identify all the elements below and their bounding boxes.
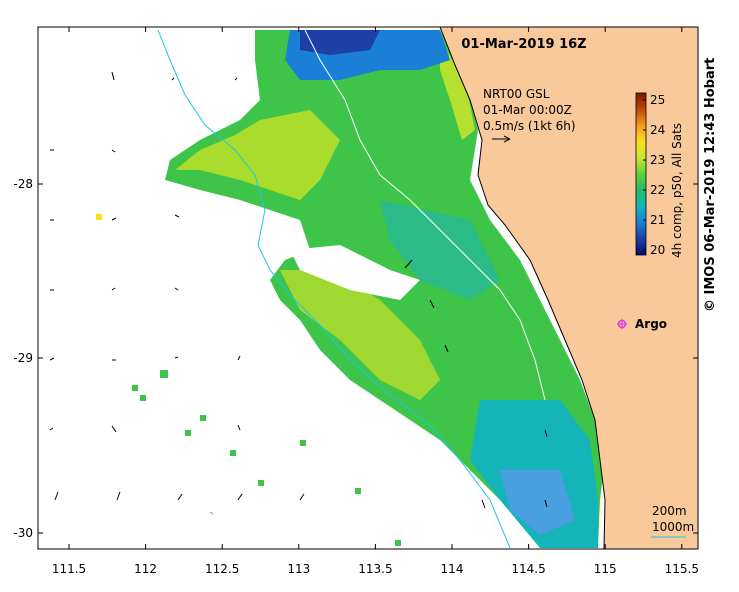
current-vector	[237, 355, 241, 361]
current-vector	[111, 71, 115, 81]
sst-pixel	[140, 395, 146, 401]
sst-region-mid	[380, 200, 500, 300]
current-vector	[177, 493, 183, 501]
sst-pixel	[258, 480, 264, 486]
current-vector	[237, 424, 241, 431]
current-vector	[174, 356, 179, 359]
argo-label: Argo	[635, 317, 667, 331]
colorbar	[635, 92, 647, 256]
current-vector	[174, 214, 180, 218]
x-tick-label: 115.5	[665, 562, 699, 576]
plot-frame	[37, 26, 699, 550]
sst-region-cooler-south	[500, 470, 575, 535]
cloud-gap	[290, 245, 420, 300]
map-title: 01-Mar-2019 16Z	[461, 37, 586, 52]
sst-pixel	[96, 214, 102, 220]
colorbar-tick-label: 20	[650, 243, 665, 257]
credit-text: © IMOS 06-Mar-2019 12:43 Hobart	[703, 57, 718, 312]
sst-pixel	[160, 370, 168, 378]
current-vector	[111, 287, 116, 291]
sst-field	[96, 30, 605, 548]
x-tick-label: 114.5	[511, 562, 545, 576]
y-axis: -28 -29 -30	[13, 177, 698, 540]
current-vector	[49, 427, 54, 431]
current-vector	[209, 511, 214, 515]
sst-pixel	[230, 450, 236, 456]
land-area	[439, 27, 698, 549]
colorbar-ticks: 25 24 23 22 21 20	[643, 93, 665, 257]
y-tick-label: -28	[13, 177, 33, 191]
current-vector	[174, 287, 179, 291]
colorbar-tick-label: 23	[650, 153, 665, 167]
colorbar-tick-label: 22	[650, 183, 665, 197]
sst-pixel	[200, 415, 206, 421]
x-tick-label: 111.5	[52, 562, 86, 576]
sst-pixel	[300, 440, 306, 446]
x-tick-label: 113.5	[358, 562, 392, 576]
current-vector	[299, 493, 305, 501]
sst-pixel	[132, 385, 138, 391]
legend-200m: 200m	[652, 504, 687, 518]
y-tick-label: -30	[13, 526, 33, 540]
current-vector	[544, 499, 548, 508]
current-vector	[54, 491, 59, 501]
current-vector	[111, 149, 116, 153]
sst-region-warm-north	[175, 110, 340, 200]
x-tick-label: 114	[441, 562, 464, 576]
sst-pixel	[395, 540, 401, 546]
sst-region-warm-south	[280, 270, 440, 400]
contour-200m	[304, 29, 546, 401]
current-vector	[234, 77, 238, 81]
product-info-line3: 0.5m/s (1kt 6h)	[483, 119, 576, 133]
colorbar-tick-label: 24	[650, 123, 665, 137]
current-vector	[237, 493, 243, 501]
current-vector	[481, 499, 486, 509]
current-vector	[171, 77, 175, 81]
argo-float-icon	[617, 319, 627, 329]
x-tick-label: 112	[134, 562, 157, 576]
current-vector	[429, 299, 435, 309]
current-vector	[544, 429, 548, 438]
x-tick-label: 112.5	[205, 562, 239, 576]
product-info-line2: 01-Mar 00:00Z	[483, 103, 572, 117]
colorbar-tick-label: 25	[650, 93, 665, 107]
x-axis: 111.5 112 112.5 113 113.5 114 114.5 115 115.5	[52, 27, 699, 576]
product-info-line1: NRT00 GSL	[483, 87, 550, 101]
x-tick-label: 113	[287, 562, 310, 576]
current-vector	[404, 259, 413, 269]
current-vector	[111, 217, 117, 221]
sst-pixel	[355, 488, 361, 494]
current-vectors	[49, 71, 548, 515]
x-tick-label: 115	[594, 562, 617, 576]
sst-pixel	[185, 430, 191, 436]
colorbar-label: 4h comp, p50, All Sats	[670, 123, 684, 258]
current-vector	[116, 491, 121, 501]
colorbar-tick-label: 21	[650, 213, 665, 227]
y-tick-label: -29	[13, 351, 33, 365]
sst-region-coastal-warm	[440, 40, 475, 140]
current-vector	[49, 357, 55, 361]
current-vector	[111, 425, 117, 433]
scale-arrow-icon	[492, 135, 511, 143]
sst-region-cold-north	[300, 30, 380, 55]
legend-1000m: 1000m	[652, 520, 694, 534]
contour-1000m	[157, 29, 511, 549]
current-vector	[444, 344, 449, 353]
